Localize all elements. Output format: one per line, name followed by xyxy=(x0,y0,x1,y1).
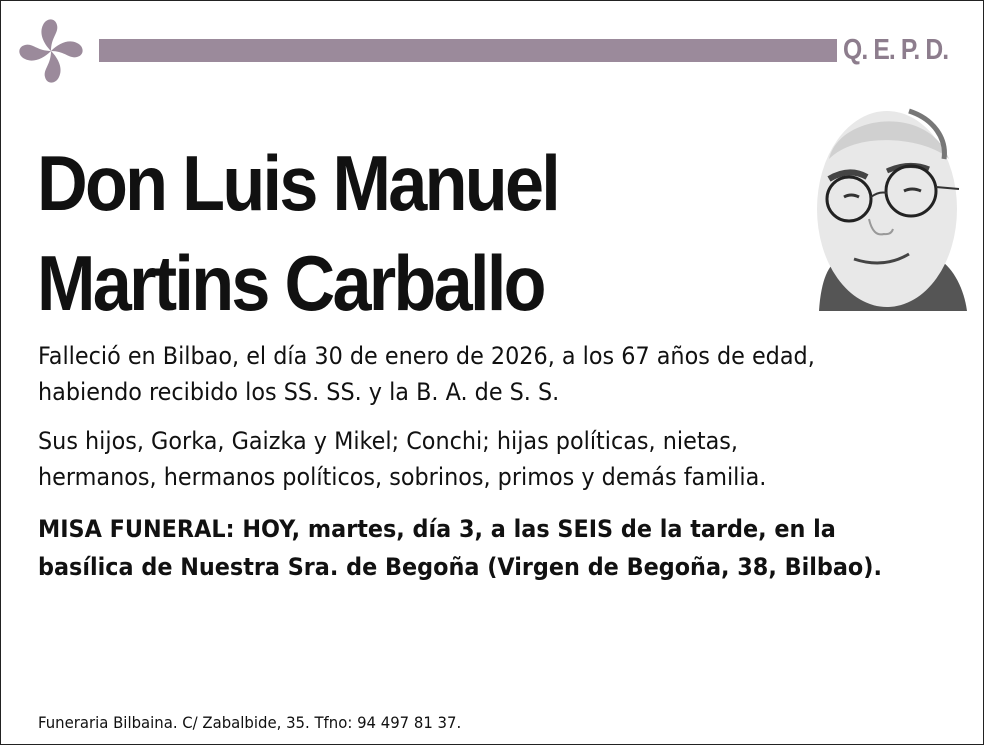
death-paragraph: Falleció en Bilbao, el día 30 de enero d… xyxy=(38,338,815,410)
deceased-name: Don Luis Manuel Martins Carballo xyxy=(37,133,561,333)
funeral-home-info: Funeraria Bilbaina. C/ Zabalbide, 35. Tf… xyxy=(38,713,462,732)
portrait-photo xyxy=(817,108,967,311)
family-line-2: hermanos, hermanos políticos, sobrinos, … xyxy=(38,463,767,491)
family-paragraph: Sus hijos, Gorka, Gaizka y Mikel; Conchi… xyxy=(38,423,766,495)
funeral-line-2: basílica de Nuestra Sra. de Begoña (Virg… xyxy=(38,553,882,581)
death-line-1: Falleció en Bilbao, el día 30 de enero d… xyxy=(38,342,815,370)
funeral-paragraph: MISA FUNERAL: HOY, martes, día 3, a las … xyxy=(38,510,882,586)
funeral-line-1: MISA FUNERAL: HOY, martes, día 3, a las … xyxy=(38,515,836,543)
lauburu-icon xyxy=(19,19,83,83)
family-line-1: Sus hijos, Gorka, Gaizka y Mikel; Conchi… xyxy=(38,427,738,455)
name-line-2: Martins Carballo xyxy=(37,239,547,327)
death-line-2: habiendo recibido los SS. SS. y la B. A.… xyxy=(38,378,560,406)
header-bar xyxy=(99,39,837,62)
qepd-label: Q. E. P. D. xyxy=(843,34,949,66)
name-line-1: Don Luis Manuel xyxy=(37,139,561,227)
